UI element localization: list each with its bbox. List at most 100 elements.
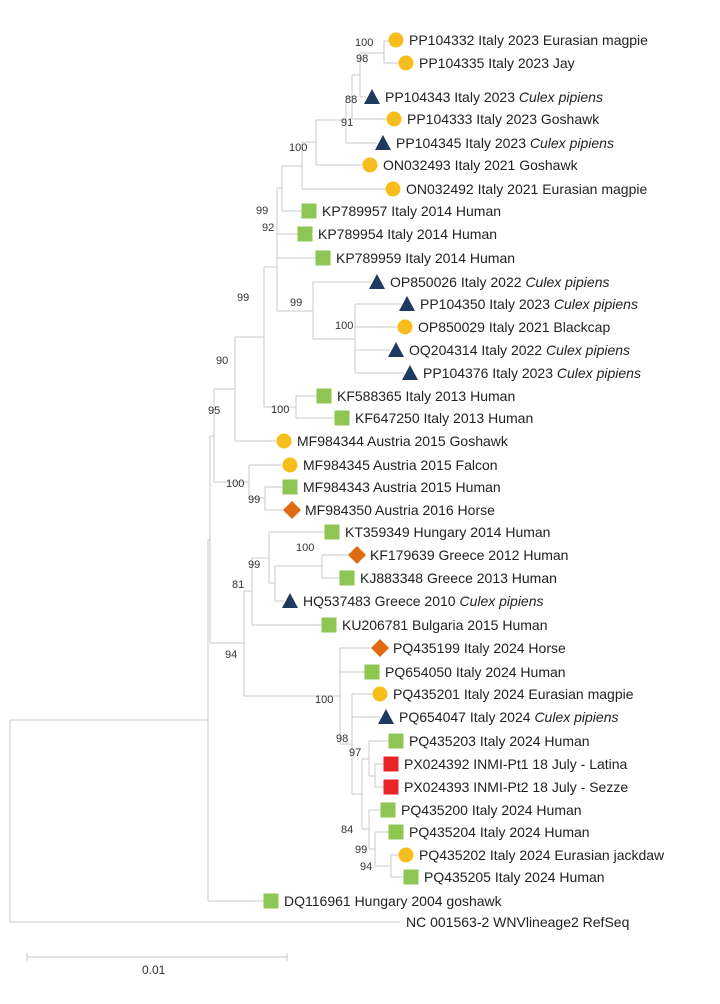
taxon-label-species: Culex pipiens <box>530 135 614 151</box>
taxon-label-text: KP789954 Italy 2014 Human <box>318 226 497 242</box>
taxon-label: OQ204314 Italy 2022 Culex pipiens <box>409 342 630 358</box>
bootstrap-value: 84 <box>341 824 353 836</box>
taxon-label: ON032493 Italy 2021 Goshawk <box>383 157 579 173</box>
tree-markers <box>263 32 419 909</box>
taxon-label-text: PP104332 Italy 2023 Eurasian magpie <box>409 32 648 48</box>
bootstrap-value: 99 <box>355 844 367 856</box>
taxon-label: ON032492 Italy 2021 Eurasian magpie <box>406 181 647 197</box>
taxon-label: KF647250 Italy 2013 Human <box>355 410 533 426</box>
circle-marker-icon <box>386 111 402 127</box>
taxon-label-text: KF588365 Italy 2013 Human <box>337 388 515 404</box>
taxon-label-text: KP789957 Italy 2014 Human <box>322 203 501 219</box>
red-square-marker-icon <box>383 756 399 772</box>
bootstrap-value: 92 <box>262 222 274 234</box>
circle-marker-icon <box>398 55 414 71</box>
square-marker-icon <box>334 410 350 426</box>
taxon-label-text: OP850026 Italy 2022 <box>390 274 525 290</box>
taxon-label-species: Culex pipiens <box>557 365 641 381</box>
taxon-label-text: PQ654047 Italy 2024 <box>399 709 534 725</box>
taxon-label: PP104333 Italy 2023 Goshawk <box>407 111 600 127</box>
bootstrap-value: 100 <box>355 37 373 49</box>
taxon-label-text: PP104335 Italy 2023 Jay <box>419 55 575 71</box>
triangle-marker-icon <box>388 342 404 357</box>
taxon-label: PQ654047 Italy 2024 Culex pipiens <box>399 709 619 725</box>
bootstrap-value: 100 <box>289 142 307 154</box>
bootstrap-value: 94 <box>225 649 237 661</box>
taxon-label-species: Culex pipiens <box>546 342 630 358</box>
square-marker-icon <box>263 893 279 909</box>
taxon-label: PP104376 Italy 2023 Culex pipiens <box>423 365 641 381</box>
square-marker-icon <box>380 802 396 818</box>
taxon-label-text: PQ435205 Italy 2024 Human <box>424 869 605 885</box>
taxon-label: KU206781 Bulgaria 2015 Human <box>342 617 547 633</box>
taxon-label-text: PQ654050 Italy 2024 Human <box>385 664 566 680</box>
bootstrap-value: 90 <box>216 355 228 367</box>
circle-marker-icon <box>276 433 292 449</box>
taxon-label-species: Culex pipiens <box>459 593 543 609</box>
square-marker-icon <box>321 617 337 633</box>
bootstrap-value: 100 <box>226 478 244 490</box>
taxon-label: PX024392 INMI-Pt1 18 July - Latina <box>404 756 628 772</box>
taxon-label-text: NC 001563-2 WNVlineage2 RefSeq <box>406 914 629 930</box>
bootstrap-value: 99 <box>248 494 260 506</box>
triangle-marker-icon <box>378 709 394 724</box>
square-marker-icon <box>339 570 355 586</box>
scale-bar: 0.01 <box>26 953 288 977</box>
taxon-label: KP789957 Italy 2014 Human <box>322 203 501 219</box>
taxon-label-text: PX024393 INMI-Pt2 18 July - Sezze <box>404 779 628 795</box>
taxon-label-text: PP104350 Italy 2023 <box>420 296 554 312</box>
taxon-label: PQ435205 Italy 2024 Human <box>424 869 605 885</box>
taxon-label-text: PP104345 Italy 2023 <box>396 135 530 151</box>
bootstrap-value: 95 <box>208 405 220 417</box>
taxon-label: DQ116961 Hungary 2004 goshawk <box>284 893 503 909</box>
taxon-label: PP104345 Italy 2023 Culex pipiens <box>396 135 614 151</box>
taxon-label-species: Culex pipiens <box>519 89 603 105</box>
taxon-label-text: MF984344 Austria 2015 Goshawk <box>297 433 509 449</box>
circle-marker-icon <box>388 32 404 48</box>
taxon-label-text: OP850029 Italy 2021 Blackcap <box>418 319 610 335</box>
bootstrap-value: 88 <box>345 94 357 106</box>
circle-marker-icon <box>398 847 414 863</box>
taxon-label-text: PQ435204 Italy 2024 Human <box>409 824 590 840</box>
tree-branches <box>9 40 405 923</box>
triangle-marker-icon <box>399 296 415 311</box>
bootstrap-value: 99 <box>256 205 268 217</box>
triangle-marker-icon <box>369 274 385 289</box>
taxon-labels: PP104332 Italy 2023 Eurasian magpie PP104… <box>284 32 665 930</box>
taxon-label-text: PX024392 INMI-Pt1 18 July - Latina <box>404 756 628 772</box>
square-marker-icon <box>403 869 419 885</box>
taxon-label-species: Culex pipiens <box>534 709 618 725</box>
taxon-label: PQ435199 Italy 2024 Horse <box>393 640 566 656</box>
square-marker-icon <box>324 524 340 540</box>
circle-marker-icon <box>397 319 413 335</box>
diamond-marker-icon <box>283 501 301 519</box>
square-marker-icon <box>282 479 298 495</box>
triangle-marker-icon <box>364 89 380 104</box>
taxon-label: MF984344 Austria 2015 Goshawk <box>297 433 509 449</box>
taxon-label: PP104343 Italy 2023 Culex pipiens <box>385 89 603 105</box>
diamond-marker-icon <box>348 546 366 564</box>
taxon-label-text: ON032493 Italy 2021 Goshawk <box>383 157 579 173</box>
circle-marker-icon <box>372 686 388 702</box>
taxon-label: OP850026 Italy 2022 Culex pipiens <box>390 274 610 290</box>
taxon-label-text: PQ435199 Italy 2024 Horse <box>393 640 566 656</box>
bootstrap-value: 99 <box>237 292 249 304</box>
taxon-label: PX024393 INMI-Pt2 18 July - Sezze <box>404 779 628 795</box>
taxon-label: NC 001563-2 WNVlineage2 RefSeq <box>406 914 629 930</box>
triangle-marker-icon <box>402 365 418 380</box>
taxon-label: PQ435203 Italy 2024 Human <box>409 733 590 749</box>
bootstrap-value: 100 <box>315 694 333 706</box>
taxon-label: PP104335 Italy 2023 Jay <box>419 55 575 71</box>
taxon-label: MF984343 Austria 2015 Human <box>303 479 501 495</box>
taxon-label-text: KF179639 Greece 2012 Human <box>370 547 568 563</box>
square-marker-icon <box>388 733 404 749</box>
taxon-label-text: ON032492 Italy 2021 Eurasian magpie <box>406 181 647 197</box>
taxon-label-species: Culex pipiens <box>554 296 638 312</box>
taxon-label-text: KP789959 Italy 2014 Human <box>336 250 515 266</box>
taxon-label-text: PQ435202 Italy 2024 Eurasian jackdaw <box>419 847 665 863</box>
taxon-label: KF179639 Greece 2012 Human <box>370 547 568 563</box>
square-marker-icon <box>315 250 331 266</box>
taxon-label-text: KF647250 Italy 2013 Human <box>355 410 533 426</box>
taxon-label: PQ435201 Italy 2024 Eurasian magpie <box>393 686 634 702</box>
